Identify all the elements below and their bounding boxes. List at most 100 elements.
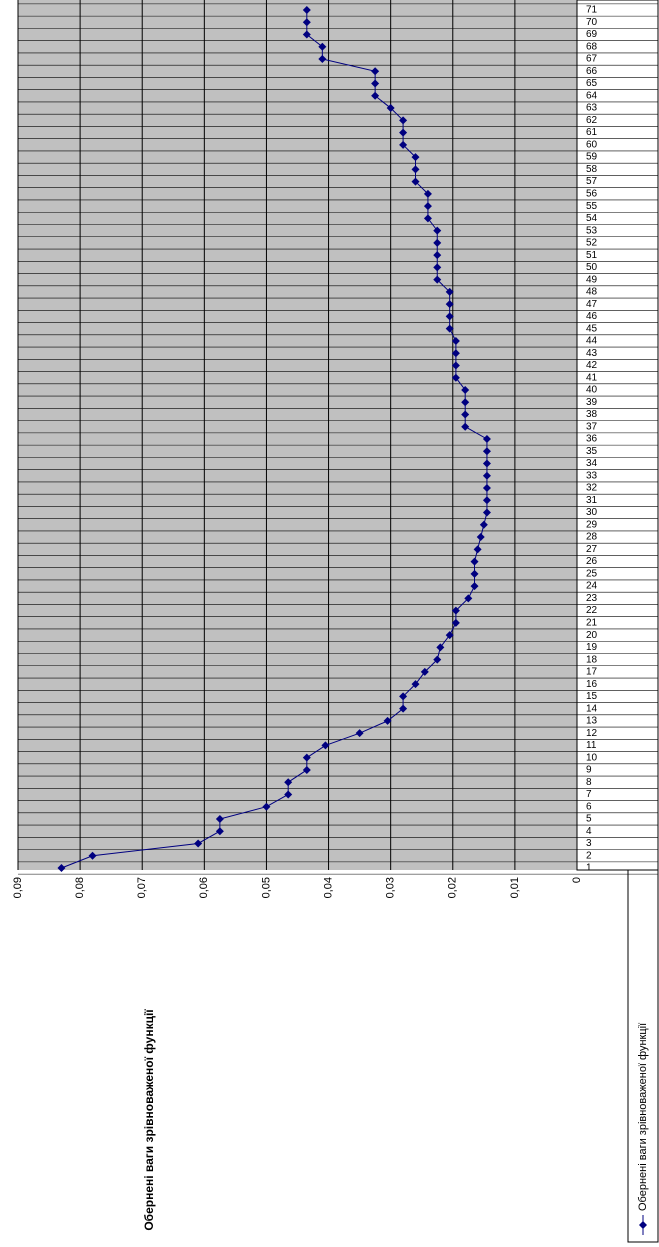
marker bbox=[302, 765, 311, 774]
x-tick-label: 25 bbox=[586, 568, 598, 579]
marker bbox=[383, 716, 392, 725]
y-tick-label: 0,09 bbox=[12, 877, 24, 898]
x-tick-label: 17 bbox=[586, 667, 598, 678]
x-tick-label: 42 bbox=[586, 360, 598, 371]
marker bbox=[284, 778, 293, 787]
marker bbox=[420, 667, 429, 676]
x-tick-label: 60 bbox=[586, 139, 598, 150]
marker bbox=[411, 177, 420, 186]
x-tick-label: 49 bbox=[586, 274, 598, 285]
x-tick-label: 62 bbox=[586, 115, 598, 126]
marker bbox=[411, 680, 420, 689]
x-tick-label: 10 bbox=[586, 752, 598, 763]
x-tick-label: 51 bbox=[586, 250, 598, 261]
marker bbox=[371, 67, 380, 76]
marker bbox=[479, 520, 488, 529]
x-tick-label: 34 bbox=[586, 458, 598, 469]
x-tick-label: 46 bbox=[586, 311, 598, 322]
x-tick-label: 54 bbox=[586, 213, 598, 224]
x-tick-label: 40 bbox=[586, 385, 598, 396]
x-tick-label: 63 bbox=[586, 103, 598, 114]
x-tick-label: 55 bbox=[586, 201, 598, 212]
x-tick-label: 59 bbox=[586, 152, 598, 163]
marker bbox=[451, 349, 460, 358]
x-tick-label: 53 bbox=[586, 225, 598, 236]
x-tick-label: 66 bbox=[586, 66, 598, 77]
marker bbox=[445, 631, 454, 640]
marker bbox=[411, 165, 420, 174]
x-tick-label: 6 bbox=[586, 801, 592, 812]
marker bbox=[451, 618, 460, 627]
marker bbox=[482, 447, 491, 456]
x-tick-label: 21 bbox=[586, 617, 598, 628]
y-tick-label: 0,03 bbox=[385, 877, 397, 898]
marker bbox=[476, 533, 485, 542]
x-tick-label: 14 bbox=[586, 703, 598, 714]
x-tick-label: 52 bbox=[586, 238, 598, 249]
marker bbox=[445, 287, 454, 296]
x-tick-label: 5 bbox=[586, 814, 592, 825]
marker bbox=[473, 545, 482, 554]
y-tick-label: 0 bbox=[571, 877, 583, 883]
x-tick-label: 20 bbox=[586, 630, 598, 641]
x-tick-label: 33 bbox=[586, 470, 598, 481]
x-tick-label: 18 bbox=[586, 654, 598, 665]
marker bbox=[411, 153, 420, 162]
x-tick-label: 41 bbox=[586, 372, 598, 383]
marker bbox=[433, 655, 442, 664]
marker bbox=[461, 410, 470, 419]
x-tick-label: 36 bbox=[586, 434, 598, 445]
x-tick-label: 35 bbox=[586, 446, 598, 457]
x-tick-label: 8 bbox=[586, 777, 592, 788]
marker bbox=[445, 324, 454, 333]
x-tick-label: 26 bbox=[586, 556, 598, 567]
marker bbox=[451, 336, 460, 345]
marker bbox=[262, 802, 271, 811]
x-tick-label: 3 bbox=[586, 838, 592, 849]
x-tick-label: 47 bbox=[586, 299, 598, 310]
x-tick-label: 45 bbox=[586, 323, 598, 334]
marker bbox=[318, 55, 327, 64]
x-tick-label: 65 bbox=[586, 78, 598, 89]
x-tick-label: 37 bbox=[586, 421, 598, 432]
marker bbox=[451, 361, 460, 370]
x-tick-label: 30 bbox=[586, 507, 598, 518]
x-tick-label: 4 bbox=[586, 826, 592, 837]
marker bbox=[482, 496, 491, 505]
x-tick-label: 56 bbox=[586, 188, 598, 199]
x-tick-label: 39 bbox=[586, 397, 598, 408]
x-tick-label: 38 bbox=[586, 409, 598, 420]
x-tick-label: 32 bbox=[586, 483, 598, 494]
x-tick-label: 57 bbox=[586, 176, 598, 187]
marker bbox=[302, 18, 311, 27]
marker bbox=[399, 140, 408, 149]
marker bbox=[215, 814, 224, 823]
x-tick-label: 71 bbox=[586, 5, 598, 16]
x-tick-label: 19 bbox=[586, 642, 598, 653]
x-tick-label: 61 bbox=[586, 127, 598, 138]
x-tick-label: 67 bbox=[586, 54, 598, 65]
marker bbox=[461, 398, 470, 407]
marker bbox=[461, 385, 470, 394]
marker bbox=[371, 79, 380, 88]
marker bbox=[399, 116, 408, 125]
x-tick-label: 70 bbox=[586, 17, 598, 28]
marker bbox=[386, 104, 395, 113]
x-tick-label: 69 bbox=[586, 29, 598, 40]
y-tick-label: 0,08 bbox=[74, 877, 86, 898]
x-tick-label: 2 bbox=[586, 850, 592, 861]
marker bbox=[451, 606, 460, 615]
chart-title: Обернені ваги зрівноваженої функції bbox=[142, 1009, 156, 1231]
marker bbox=[433, 263, 442, 272]
marker bbox=[451, 373, 460, 382]
x-tick-label: 43 bbox=[586, 348, 598, 359]
marker bbox=[433, 226, 442, 235]
x-tick-label: 11 bbox=[586, 740, 597, 751]
marker bbox=[399, 128, 408, 137]
marker bbox=[445, 312, 454, 321]
x-tick-label: 15 bbox=[586, 691, 598, 702]
x-tick-label: 24 bbox=[586, 581, 598, 592]
marker bbox=[470, 557, 479, 566]
marker bbox=[371, 91, 380, 100]
